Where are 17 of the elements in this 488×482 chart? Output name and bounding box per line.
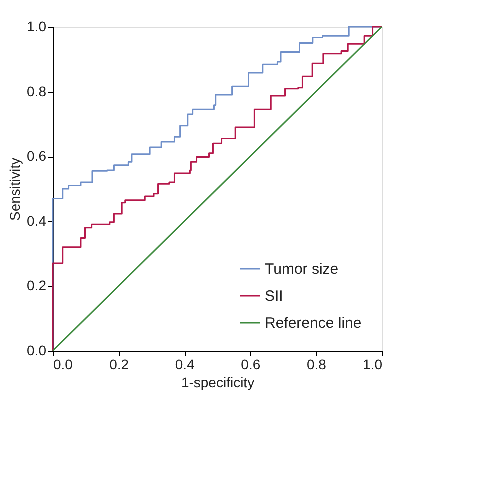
legend-label: SII	[265, 288, 284, 305]
legend-label: Tumor size	[265, 261, 339, 278]
x-tick-label: 0.2	[110, 356, 130, 372]
x-tick-label: 1.0	[363, 356, 383, 372]
y-tick-label: 1.0	[27, 18, 47, 34]
x-tick-label: 0.8	[306, 356, 327, 372]
x-tick-label: 0.6	[241, 356, 261, 372]
y-axis-title: Sensitivity	[7, 158, 24, 222]
x-tick-label: 0.4	[175, 356, 196, 372]
x-axis-title: 1-specificity	[181, 374, 255, 390]
y-tick-label: 0.0	[27, 342, 47, 358]
y-tick-label: 0.8	[27, 83, 47, 100]
y-tick-label: 0.4	[27, 212, 47, 229]
y-tick-label: 0.6	[27, 148, 47, 164]
x-tick-label: 0.0	[54, 356, 74, 372]
legend-label: Reference line	[265, 315, 362, 332]
y-tick-label: 0.2	[27, 278, 47, 294]
